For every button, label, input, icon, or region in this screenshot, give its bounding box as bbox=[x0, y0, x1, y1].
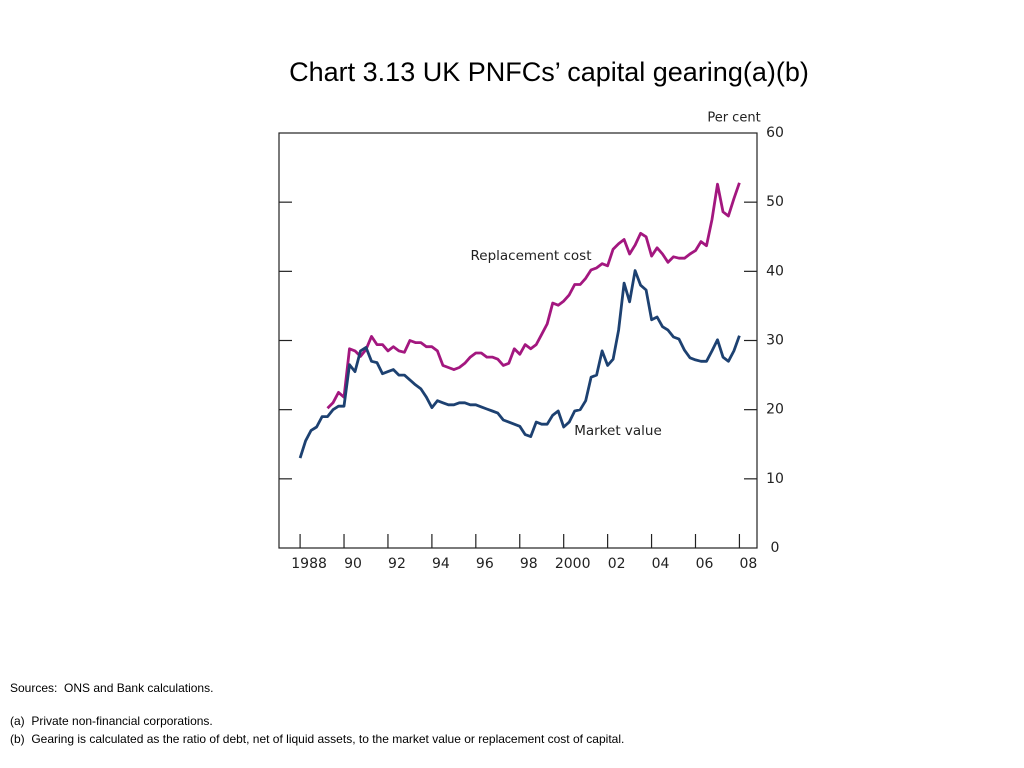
x-tick-label: 08 bbox=[740, 556, 758, 572]
y-tick-label: 0 bbox=[771, 540, 780, 556]
x-tick-label: 04 bbox=[652, 556, 670, 572]
series-line bbox=[326, 182, 741, 410]
plot-frame bbox=[278, 132, 758, 549]
y-tick-label: 20 bbox=[766, 402, 784, 418]
x-tick-label: 2000 bbox=[555, 556, 591, 572]
x-tick-label: 1988 bbox=[291, 556, 327, 572]
y-tick-label: 50 bbox=[766, 194, 784, 210]
x-tick-label: 90 bbox=[344, 556, 362, 572]
x-tick-label: 96 bbox=[476, 556, 494, 572]
footnote: Sources: ONS and Bank calculations. bbox=[10, 681, 213, 695]
series-label: Market value bbox=[574, 423, 662, 439]
y-tick-label: 60 bbox=[766, 125, 784, 141]
x-tick-label: 98 bbox=[520, 556, 538, 572]
x-tick-label: 94 bbox=[432, 556, 450, 572]
x-tick-label: 06 bbox=[696, 556, 714, 572]
y-tick-label: 10 bbox=[766, 471, 784, 487]
y-tick-label: 40 bbox=[766, 263, 784, 279]
series-label: Replacement cost bbox=[470, 248, 591, 264]
series-line bbox=[298, 269, 741, 459]
chart-title: Chart 3.13 UK PNFCs’ capital gearing(a)(… bbox=[289, 57, 809, 87]
footnote: (a) Private non-financial corporations. bbox=[10, 714, 213, 728]
y-tick-label: 30 bbox=[766, 333, 784, 349]
x-tick-label: 92 bbox=[388, 556, 406, 572]
footnote: (b) Gearing is calculated as the ratio o… bbox=[10, 732, 624, 746]
y-axis-label: Per cent bbox=[707, 111, 760, 126]
x-tick-label: 02 bbox=[608, 556, 626, 572]
